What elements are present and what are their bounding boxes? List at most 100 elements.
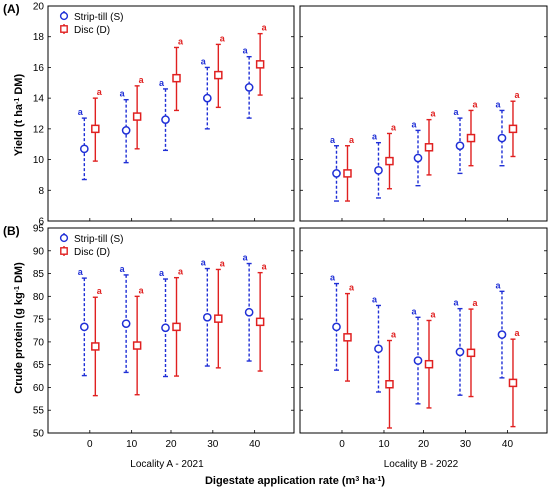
y-tick-label: 75 (33, 315, 45, 326)
significance-letter: a (349, 135, 355, 145)
significance-letter: a (78, 267, 84, 277)
significance-letter: a (97, 87, 103, 97)
y-tick-label: 12 (33, 124, 45, 135)
legend-label-disc: Disc (D) (74, 247, 110, 258)
mean-marker-disc (255, 60, 265, 69)
significance-letter: a (178, 36, 184, 46)
y-axis-label-yield: Yield (t ha-1 DM) (13, 74, 25, 157)
y-tick-label: 18 (33, 32, 45, 43)
y-tick-label: 16 (33, 63, 45, 74)
significance-letter: a (220, 33, 226, 43)
legend-marker-strip-till (59, 233, 69, 243)
mean-marker-strip-till (244, 307, 254, 317)
significance-letter: a (453, 107, 459, 117)
mean-marker-strip-till (202, 312, 212, 322)
y-tick-label: 85 (33, 269, 45, 280)
y-tick-label: 20 (33, 2, 45, 13)
legend-marker-disc (60, 247, 68, 255)
significance-letter: a (349, 283, 355, 293)
x-tick-label: 40 (249, 439, 261, 450)
significance-letter: a (330, 273, 336, 283)
y-tick-label: 6 (38, 217, 44, 228)
mean-marker-strip-till (497, 330, 507, 339)
legend-marker-strip-till (59, 11, 69, 21)
mean-marker-disc (466, 348, 476, 358)
mean-marker-disc (214, 70, 223, 80)
mean-marker-strip-till (161, 115, 170, 124)
x-tick-label: 0 (87, 439, 93, 450)
mean-marker-strip-till (332, 322, 341, 332)
significance-letter: a (243, 253, 249, 263)
mean-marker-strip-till (121, 126, 131, 135)
y-axis-label-protein: Crude protein (g kg-1 DM) (13, 262, 25, 394)
mean-marker-disc (343, 333, 352, 342)
significance-letter: a (139, 285, 145, 295)
locality-a-label: Locality A - 2021 (130, 459, 204, 470)
y-tick-label: 65 (33, 360, 45, 371)
significance-letter: a (495, 280, 501, 290)
x-tick-label: 40 (502, 439, 514, 450)
significance-letter: a (495, 99, 501, 109)
significance-letter: a (120, 89, 126, 99)
y-tick-label: 50 (33, 429, 45, 440)
mean-marker-disc (424, 359, 434, 369)
plot-area: 6 8 10 12 14 16 18 20 a a a a a a a a a a Strip-till (S) Di… (33, 2, 548, 450)
mean-marker-strip-till (413, 153, 423, 163)
mean-marker-disc (385, 380, 394, 389)
panel-frame (47, 5, 295, 222)
significance-letter: a (178, 267, 184, 277)
mean-marker-disc (508, 378, 518, 388)
x-tick-label: 10 (378, 439, 390, 450)
mean-marker-strip-till (79, 144, 89, 154)
x-tick-label: 20 (165, 439, 177, 450)
significance-letter: a (453, 298, 459, 308)
x-axis-label: Digestate application rate (m3 ha-1) (205, 475, 385, 487)
mean-marker-disc (91, 342, 100, 351)
significance-letter: a (262, 23, 268, 33)
significance-letter: a (201, 258, 207, 268)
significance-letter: a (411, 306, 417, 316)
mean-marker-disc (424, 143, 434, 152)
legend-label-disc: Disc (D) (74, 25, 110, 36)
significance-letter: a (201, 56, 207, 66)
y-tick-label: 8 (38, 186, 44, 197)
mean-marker-disc (508, 124, 518, 134)
significance-letter: a (472, 99, 478, 109)
x-tick-label: 20 (418, 439, 430, 450)
panel-b-tag: (B) (3, 224, 20, 238)
significance-letter: a (411, 119, 417, 129)
legend-label-strip-till: Strip-till (S) (74, 12, 123, 23)
significance-letter: a (139, 75, 145, 85)
mean-marker-strip-till (332, 169, 341, 178)
mean-marker-disc (132, 112, 142, 121)
significance-letter: a (472, 298, 478, 308)
significance-letter: a (330, 135, 336, 145)
mean-marker-disc (132, 341, 142, 350)
y-tick-label: 70 (33, 337, 45, 348)
significance-letter: a (220, 258, 226, 268)
y-tick-label: 14 (33, 94, 45, 105)
mean-marker-disc (255, 317, 265, 327)
y-tick-label: 10 (33, 155, 45, 166)
mean-marker-strip-till (121, 319, 131, 329)
mean-marker-strip-till (455, 141, 465, 151)
significance-letter: a (97, 286, 103, 296)
x-tick-label: 30 (460, 439, 472, 450)
mean-marker-strip-till (202, 93, 212, 103)
significance-letter: a (78, 107, 84, 117)
mean-marker-strip-till (79, 322, 89, 332)
legend-label-strip-till: Strip-till (S) (74, 234, 123, 245)
y-tick-label: 95 (33, 224, 45, 235)
mean-marker-strip-till (497, 133, 507, 143)
locality-b-label: Locality B - 2022 (384, 459, 459, 470)
significance-letter: a (430, 309, 436, 319)
y-tick-label: 60 (33, 383, 45, 394)
y-tick-label: 55 (33, 406, 45, 417)
significance-letter: a (372, 132, 378, 142)
panel-a-tag: (A) (3, 2, 20, 16)
significance-letter: a (391, 330, 397, 340)
mean-marker-disc (385, 156, 394, 166)
mean-marker-strip-till (374, 344, 383, 354)
mean-marker-disc (172, 322, 181, 332)
